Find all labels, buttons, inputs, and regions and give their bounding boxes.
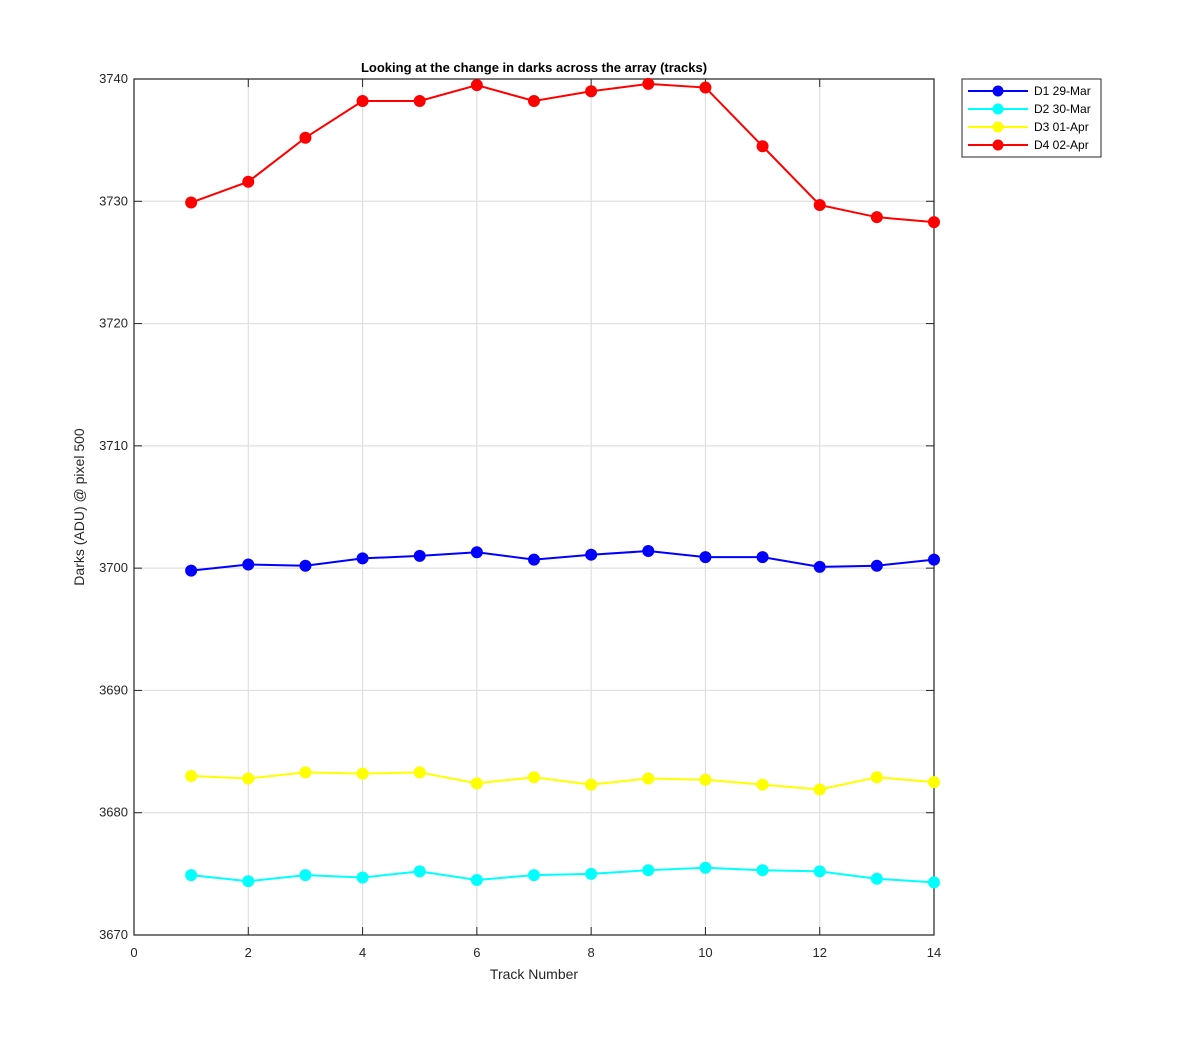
- chart-title: Looking at the change in darks across th…: [361, 60, 707, 75]
- series-group: [185, 77, 940, 889]
- data-point-4: [413, 95, 426, 108]
- series-line-2: [191, 866, 935, 884]
- data-point-3: [185, 770, 198, 783]
- data-point-4: [528, 95, 540, 108]
- data-point-3: [928, 776, 940, 789]
- data-point-1: [870, 559, 883, 572]
- data-point-4: [642, 77, 655, 90]
- data-point-4: [299, 131, 312, 144]
- y-tick-label: 3720: [99, 316, 128, 331]
- data-point-3: [585, 778, 598, 791]
- axis-ticks: 0 2 4 6 8 10 12 14 3670 3680 3690 3700 3710 3720 3730 3…: [99, 71, 941, 960]
- data-point-1: [585, 548, 598, 561]
- series-line-1: [191, 550, 935, 572]
- data-point-1: [413, 549, 426, 562]
- data-point-1: [356, 552, 369, 565]
- data-point-1: [242, 558, 255, 571]
- x-tick-label: 8: [588, 945, 595, 960]
- y-tick-label: 3710: [99, 438, 128, 453]
- data-point-1: [813, 560, 826, 573]
- data-point-2: [642, 864, 655, 877]
- legend-marker: [992, 103, 1004, 115]
- x-tick-label: 12: [812, 945, 826, 960]
- data-point-3: [699, 773, 712, 786]
- data-point-2: [699, 861, 712, 874]
- x-tick-label: 6: [473, 945, 480, 960]
- series-line-3: [191, 771, 935, 791]
- data-point-2: [299, 869, 312, 882]
- x-axis-label: Track Number: [490, 966, 579, 982]
- data-point-4: [242, 175, 255, 188]
- data-point-3: [870, 771, 883, 784]
- data-point-3: [356, 767, 369, 780]
- data-point-2: [528, 869, 540, 882]
- data-point-3: [299, 766, 312, 779]
- series-line-4: [190, 82, 935, 224]
- y-tick-label: 3700: [99, 560, 128, 575]
- data-point-1: [756, 551, 769, 564]
- data-point-1: [528, 553, 540, 566]
- data-point-4: [185, 196, 198, 209]
- data-point-1: [642, 545, 655, 558]
- data-point-3: [642, 772, 655, 785]
- data-point-4: [756, 140, 769, 153]
- data-point-2: [585, 867, 598, 880]
- x-tick-label: 0: [130, 945, 137, 960]
- data-point-3: [756, 778, 769, 791]
- data-point-4: [813, 198, 826, 211]
- data-point-2: [242, 875, 255, 888]
- y-tick-label: 3670: [99, 927, 128, 942]
- data-point-1: [699, 551, 712, 564]
- plot-area: [133, 78, 935, 936]
- data-point-2: [928, 876, 940, 889]
- y-tick-label: 3690: [99, 682, 128, 697]
- x-tick-label: 10: [698, 945, 712, 960]
- data-point-1: [299, 559, 312, 572]
- data-point-2: [356, 871, 369, 884]
- data-point-3: [813, 783, 826, 796]
- y-tick-label: 3740: [99, 71, 128, 86]
- x-tick-label: 4: [359, 945, 366, 960]
- data-point-4: [470, 79, 483, 92]
- data-point-2: [870, 872, 883, 885]
- data-point-4: [928, 216, 940, 229]
- grid: [133, 78, 935, 936]
- legend-marker: [992, 85, 1004, 97]
- legend-entry: D2 30-Mar: [1034, 102, 1091, 116]
- data-point-2: [756, 864, 769, 877]
- data-point-4: [870, 211, 883, 224]
- data-point-4: [356, 95, 369, 108]
- y-tick-label: 3680: [99, 805, 128, 820]
- data-point-3: [470, 777, 483, 790]
- legend-marker: [992, 121, 1004, 133]
- x-tick-label: 14: [927, 945, 941, 960]
- legend-entry: D3 01-Apr: [1034, 120, 1089, 134]
- data-point-2: [185, 869, 198, 882]
- data-point-2: [413, 865, 426, 878]
- data-point-2: [470, 873, 483, 886]
- x-tick-label: 2: [245, 945, 252, 960]
- y-axis-label: Darks (ADU) @ pixel 500: [71, 428, 87, 586]
- data-point-3: [413, 766, 426, 779]
- data-point-3: [528, 771, 540, 784]
- data-point-4: [585, 85, 598, 98]
- data-point-3: [242, 772, 255, 785]
- legend: D1 29-Mar D2 30-Mar D3 01-Apr D4 02-Apr: [961, 78, 1102, 158]
- data-point-1: [470, 546, 483, 559]
- data-point-4: [699, 81, 712, 94]
- legend-marker: [992, 139, 1004, 151]
- legend-entry: D1 29-Mar: [1034, 84, 1091, 98]
- data-point-1: [185, 564, 198, 577]
- y-tick-label: 3730: [99, 193, 128, 208]
- data-point-1: [928, 553, 940, 566]
- legend-entry: D4 02-Apr: [1034, 138, 1089, 152]
- data-point-2: [813, 865, 826, 878]
